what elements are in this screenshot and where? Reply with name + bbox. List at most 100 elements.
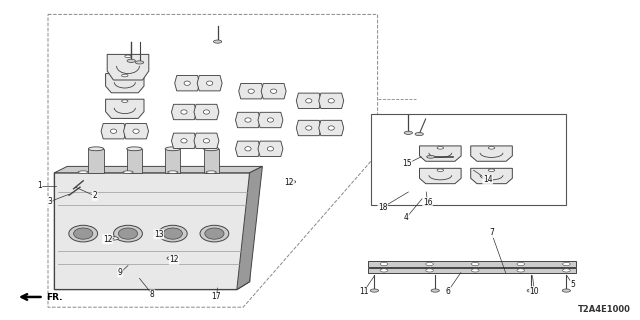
Ellipse shape bbox=[245, 147, 251, 151]
Ellipse shape bbox=[167, 257, 176, 260]
Text: 18: 18 bbox=[378, 203, 387, 212]
Ellipse shape bbox=[471, 262, 479, 266]
Text: 10: 10 bbox=[529, 287, 540, 296]
Polygon shape bbox=[471, 168, 512, 184]
Polygon shape bbox=[258, 141, 283, 156]
Text: 12: 12 bbox=[285, 178, 294, 187]
Polygon shape bbox=[172, 133, 196, 148]
Ellipse shape bbox=[488, 147, 495, 149]
Polygon shape bbox=[197, 76, 222, 91]
Ellipse shape bbox=[205, 228, 224, 239]
Ellipse shape bbox=[206, 171, 216, 173]
Ellipse shape bbox=[271, 89, 276, 93]
Polygon shape bbox=[175, 76, 200, 91]
Ellipse shape bbox=[471, 269, 479, 272]
Ellipse shape bbox=[88, 147, 104, 151]
Text: 6: 6 bbox=[445, 287, 451, 296]
Ellipse shape bbox=[69, 225, 97, 242]
Ellipse shape bbox=[488, 169, 495, 172]
Ellipse shape bbox=[154, 232, 163, 235]
Ellipse shape bbox=[204, 147, 219, 151]
Bar bbox=[165, 149, 180, 173]
Ellipse shape bbox=[123, 171, 133, 173]
Text: 3: 3 bbox=[47, 197, 52, 206]
Polygon shape bbox=[319, 120, 344, 136]
Ellipse shape bbox=[431, 289, 440, 292]
Ellipse shape bbox=[214, 40, 222, 43]
Ellipse shape bbox=[517, 262, 525, 266]
Ellipse shape bbox=[184, 81, 190, 85]
Ellipse shape bbox=[181, 110, 187, 114]
Polygon shape bbox=[54, 173, 250, 290]
Text: 7: 7 bbox=[489, 228, 494, 237]
Polygon shape bbox=[124, 124, 148, 139]
Ellipse shape bbox=[563, 269, 570, 272]
Bar bbox=[368, 261, 576, 267]
Ellipse shape bbox=[118, 228, 138, 239]
Ellipse shape bbox=[370, 289, 379, 292]
Ellipse shape bbox=[204, 139, 209, 143]
Ellipse shape bbox=[168, 171, 178, 173]
Ellipse shape bbox=[248, 89, 254, 93]
Ellipse shape bbox=[204, 110, 209, 114]
Ellipse shape bbox=[114, 225, 143, 242]
Polygon shape bbox=[172, 104, 196, 120]
Polygon shape bbox=[420, 168, 461, 184]
Ellipse shape bbox=[328, 99, 334, 103]
Polygon shape bbox=[237, 166, 262, 290]
Ellipse shape bbox=[328, 126, 334, 130]
Text: 16: 16 bbox=[422, 198, 433, 207]
Polygon shape bbox=[296, 93, 321, 108]
Text: 15: 15 bbox=[402, 159, 412, 168]
Text: 5: 5 bbox=[570, 280, 575, 289]
Ellipse shape bbox=[517, 269, 525, 272]
Ellipse shape bbox=[306, 99, 312, 103]
Bar bbox=[127, 149, 142, 173]
Text: 11: 11 bbox=[359, 287, 368, 296]
Ellipse shape bbox=[380, 269, 388, 272]
Ellipse shape bbox=[268, 147, 273, 151]
Ellipse shape bbox=[207, 81, 212, 85]
Ellipse shape bbox=[563, 262, 570, 266]
Polygon shape bbox=[54, 166, 262, 173]
Ellipse shape bbox=[111, 129, 116, 133]
Bar bbox=[88, 149, 104, 173]
Polygon shape bbox=[239, 84, 264, 99]
Polygon shape bbox=[194, 104, 219, 120]
Ellipse shape bbox=[404, 131, 413, 134]
Polygon shape bbox=[106, 74, 144, 93]
Text: 2: 2 bbox=[92, 191, 97, 200]
Polygon shape bbox=[471, 146, 512, 161]
Ellipse shape bbox=[127, 147, 142, 151]
Ellipse shape bbox=[181, 139, 187, 143]
Ellipse shape bbox=[136, 61, 144, 64]
Ellipse shape bbox=[133, 129, 139, 133]
Ellipse shape bbox=[306, 126, 312, 130]
Text: 17: 17 bbox=[211, 292, 221, 301]
Ellipse shape bbox=[437, 169, 444, 172]
Bar bbox=[204, 149, 219, 173]
Polygon shape bbox=[261, 84, 286, 99]
Ellipse shape bbox=[163, 228, 182, 239]
Ellipse shape bbox=[127, 59, 136, 62]
Polygon shape bbox=[258, 112, 283, 128]
Ellipse shape bbox=[287, 180, 296, 183]
Ellipse shape bbox=[415, 132, 424, 136]
Ellipse shape bbox=[74, 228, 93, 239]
Ellipse shape bbox=[427, 156, 435, 158]
Ellipse shape bbox=[125, 55, 131, 58]
Ellipse shape bbox=[245, 118, 251, 122]
Ellipse shape bbox=[78, 171, 88, 173]
Bar bbox=[368, 268, 576, 273]
Text: 14: 14 bbox=[483, 175, 493, 184]
Text: 8: 8 bbox=[150, 290, 155, 299]
Ellipse shape bbox=[122, 100, 128, 102]
Polygon shape bbox=[108, 54, 149, 80]
Polygon shape bbox=[420, 146, 461, 161]
Ellipse shape bbox=[109, 237, 118, 240]
Text: 9: 9 bbox=[118, 268, 123, 277]
Text: 13: 13 bbox=[154, 230, 164, 239]
Text: 4: 4 bbox=[404, 213, 409, 222]
Text: 12: 12 bbox=[103, 235, 112, 244]
Polygon shape bbox=[236, 112, 260, 128]
